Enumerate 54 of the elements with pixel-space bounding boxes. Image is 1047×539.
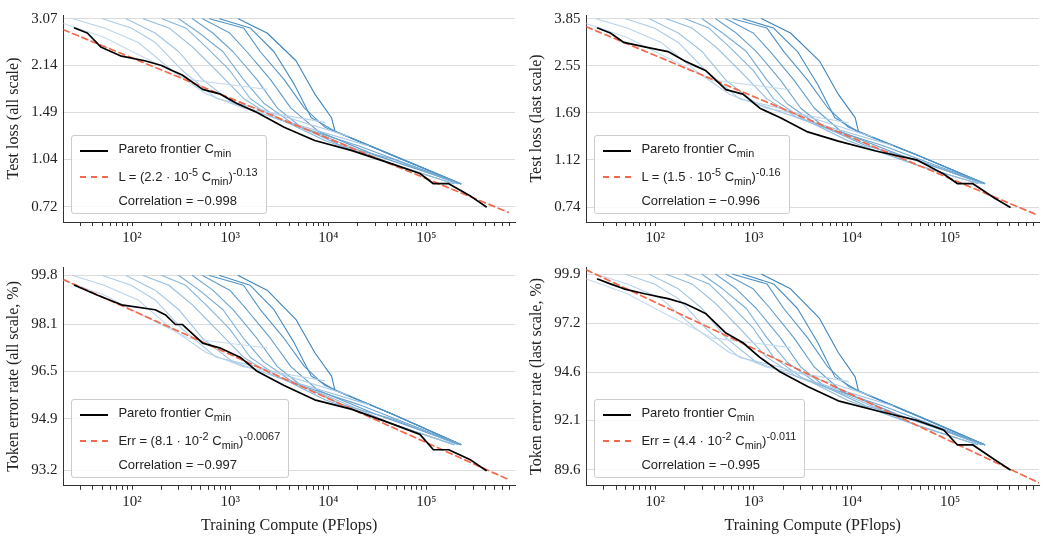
- y-tick-label: 97.2: [554, 314, 581, 331]
- y-tick-label: 3.85: [554, 9, 581, 26]
- annotation: Correlation = −0.995: [641, 455, 760, 474]
- y-tick-label: 93.2: [31, 461, 58, 478]
- x-tick-label: 10³: [220, 492, 241, 509]
- y-tick-label: 94.6: [554, 363, 581, 380]
- y-axis-title: Test loss (last scale): [526, 54, 545, 183]
- y-tick-label: 0.72: [31, 197, 58, 214]
- y-tick-label: 1.04: [31, 150, 58, 166]
- legend-label: Err = (8.1 · 10$^{-2}$ C$_{min}$)$^{-0.0067}$: [118, 428, 281, 453]
- y-axis-title: Token error rate (last scale, %): [526, 277, 545, 475]
- x-tick-label: 10²: [645, 228, 666, 245]
- annotation: Correlation = −0.998: [118, 192, 237, 210]
- x-tick-label: 10⁵: [940, 228, 961, 245]
- x-tick-label: 10²: [122, 228, 143, 245]
- y-axis-title: Test loss (all scale): [3, 57, 22, 180]
- x-tick-label: 10²: [645, 492, 666, 509]
- y-axis-title: Token error rate (all scale, %): [3, 281, 22, 472]
- y-tick-label: 89.6: [554, 460, 581, 477]
- legend-label: Pareto frontier C$_{min}$: [641, 404, 755, 425]
- legend-label: L = (1.5 · 10$^{-5}$ C$_{min}$)$^{-0.16}$: [641, 165, 781, 189]
- y-tick-label: 98.1: [31, 315, 58, 332]
- y-tick-label: 92.1: [554, 411, 581, 428]
- y-tick-label: 1.49: [31, 103, 58, 120]
- y-tick-label: 99.9: [554, 265, 581, 282]
- legend-label: Pareto frontier C$_{min}$: [118, 140, 232, 162]
- legend-label: Pareto frontier C$_{min}$: [118, 404, 232, 425]
- legend-label: Pareto frontier C$_{min}$: [641, 140, 755, 162]
- x-tick-label: 10³: [220, 228, 241, 245]
- x-tick-label: 10⁴: [841, 228, 862, 245]
- y-tick-label: 1.12: [554, 150, 581, 167]
- x-axis-title: Training Compute (PFlops): [201, 515, 378, 534]
- x-tick-label: 10⁵: [940, 492, 961, 509]
- annotation: Correlation = −0.996: [641, 192, 760, 210]
- x-tick-label: 10⁴: [318, 492, 339, 509]
- annotation: Correlation = −0.997: [118, 455, 237, 474]
- y-tick-label: 94.9: [31, 409, 58, 426]
- y-tick-label: 3.07: [31, 9, 58, 26]
- x-tick-label: 10⁵: [416, 492, 437, 509]
- y-tick-label: 96.5: [31, 362, 58, 379]
- legend-label: L = (2.2 · 10$^{-5}$ C$_{min}$)$^{-0.13}$: [118, 165, 258, 189]
- x-tick-label: 10³: [743, 228, 764, 245]
- y-tick-label: 2.14: [31, 56, 58, 73]
- y-tick-label: 99.8: [31, 266, 58, 283]
- x-tick-label: 10⁵: [416, 228, 437, 245]
- y-tick-label: 1.69: [554, 103, 581, 120]
- legend-label: Err = (4.4 · 10$^{-2}$ C$_{min}$)$^{-0.011}$: [641, 428, 797, 453]
- x-tick-label: 10³: [743, 492, 764, 509]
- x-tick-label: 10⁴: [841, 492, 862, 509]
- y-tick-label: 2.55: [554, 56, 581, 73]
- y-tick-label: 0.74: [554, 198, 581, 215]
- x-tick-label: 10²: [122, 492, 143, 509]
- x-tick-label: 10⁴: [318, 228, 339, 245]
- x-axis-title: Training Compute (PFlops): [724, 515, 901, 534]
